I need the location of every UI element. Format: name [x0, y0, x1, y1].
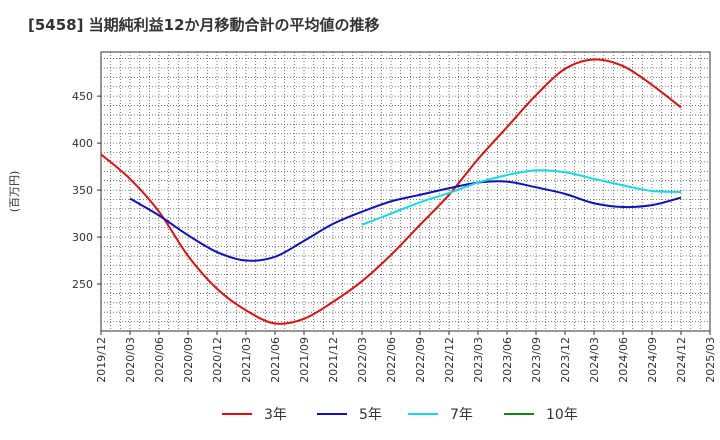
x-tick-label: 2021/03	[240, 337, 253, 383]
x-tick-label: 2022/12	[443, 337, 456, 383]
x-tick-label: 2023/06	[501, 337, 514, 383]
legend-label-2: 7年	[450, 407, 473, 423]
y-tick-label: 400	[72, 137, 93, 150]
x-tick-label: 2020/09	[182, 337, 195, 383]
legend-label-0: 3年	[264, 407, 287, 423]
x-tick-label: 2021/06	[269, 337, 282, 383]
legend: 3年 5年 7年 10年	[222, 407, 578, 423]
axes: 250 300 350 400 450 2019/12 2020/03 2020/06 2020…	[8, 90, 717, 383]
series-line-2	[361, 169, 682, 226]
x-tick-label: 2019/12	[95, 337, 108, 383]
x-tick-label: 2023/12	[559, 337, 572, 383]
legend-label-1: 5年	[359, 407, 382, 423]
series-lines	[100, 58, 682, 325]
x-tick-label: 2024/12	[675, 337, 688, 383]
x-tick-label: 2022/03	[356, 337, 369, 383]
legend-label-3: 10年	[546, 407, 578, 423]
x-tick-label: 2024/09	[646, 337, 659, 383]
y-tick-label: 250	[72, 278, 93, 291]
x-tick-label: 2025/03	[704, 337, 717, 383]
series-line-1	[129, 180, 682, 262]
y-tick-label: 450	[72, 90, 93, 103]
x-tick-label: 2023/03	[472, 337, 485, 383]
x-tick-label: 2022/09	[414, 337, 427, 383]
y-tick-label: 300	[72, 231, 93, 244]
x-tick-label: 2020/03	[124, 337, 137, 383]
series-line-0	[100, 58, 682, 325]
x-tick-label: 2024/03	[588, 337, 601, 383]
grid	[100, 51, 711, 332]
chart-title: [5458] 当期純利益12か月移動合計の平均値の推移	[28, 16, 380, 34]
y-axis-label: (百万円)	[8, 171, 21, 213]
plot-frame	[100, 51, 711, 332]
y-tick-label: 350	[72, 184, 93, 197]
x-tick-label: 2021/09	[298, 337, 311, 383]
x-tick-label: 2021/12	[327, 337, 340, 383]
x-tick-label: 2023/09	[530, 337, 543, 383]
x-tick-label: 2020/06	[153, 337, 166, 383]
x-tick-label: 2022/06	[385, 337, 398, 383]
x-tick-label: 2020/12	[211, 337, 224, 383]
x-tick-label: 2024/06	[617, 337, 630, 383]
